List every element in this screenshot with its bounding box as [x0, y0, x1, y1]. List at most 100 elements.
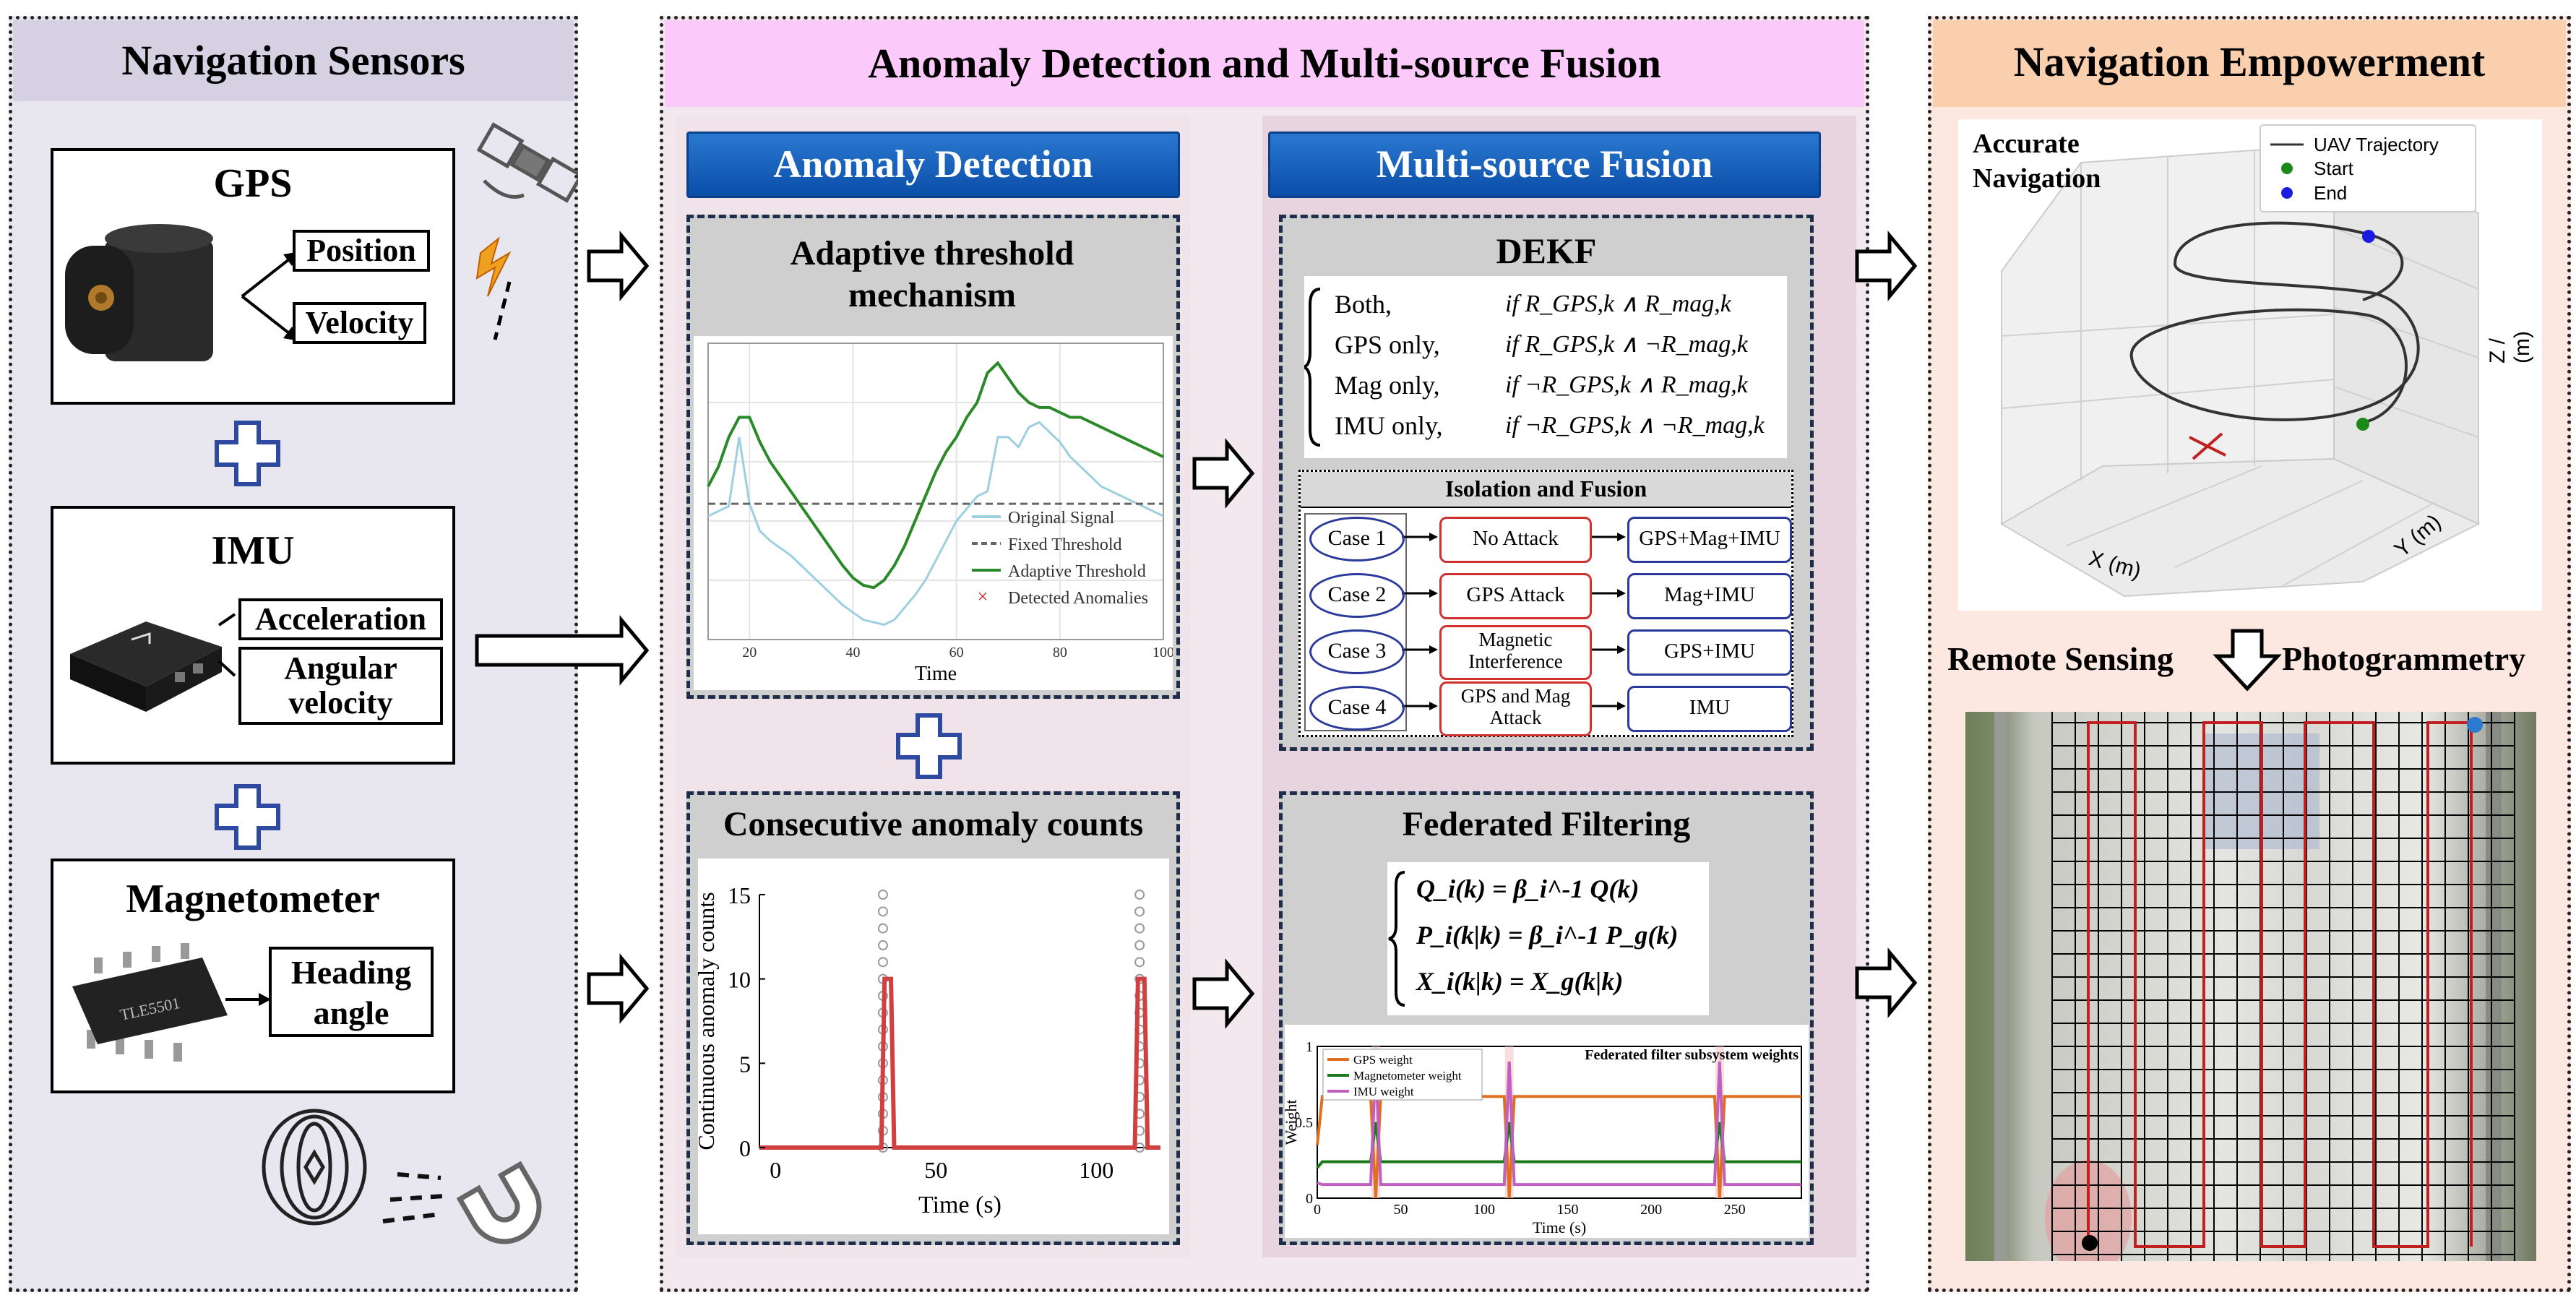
- aerial-photogrammetry-map: [1965, 712, 2536, 1261]
- isolation-fusion-box: Isolation and Fusion Case 1 No Attack GP…: [1298, 470, 1793, 737]
- stem-marker: [1134, 923, 1145, 934]
- gps-velocity-label: Velocity: [293, 302, 426, 344]
- stem-marker: [877, 906, 888, 917]
- chart-title: Federated filter subsystem weights: [1585, 1047, 1799, 1063]
- x-tick-label: 50: [924, 1157, 947, 1183]
- x-axis-title: Time: [915, 663, 957, 685]
- magnetometer-title: Magnetometer: [126, 877, 380, 921]
- federated-weights-chart: Federated filter subsystem weights GPS we…: [1282, 1025, 1809, 1238]
- federated-equations: Q_i(k) = β_i^-1 Q(k) P_i(k|k) = β_i^-1 P…: [1387, 862, 1709, 1015]
- x-tick-label: 0: [770, 1157, 781, 1183]
- plot-frame: [707, 343, 1164, 640]
- x-tick-label: 20: [742, 645, 757, 661]
- imu-angular-velocity-label: Angular velocity: [238, 647, 443, 725]
- flow-arrow: [587, 953, 650, 1024]
- x-tick-label: 150: [1557, 1202, 1579, 1218]
- imu-title: IMU: [211, 528, 295, 573]
- dekf-case-label: GPS only,: [1335, 330, 1440, 359]
- magnetic-field-icon: [262, 1109, 367, 1226]
- stem-marker: [1134, 940, 1145, 950]
- trajectory-legend-item: Start: [2314, 158, 2353, 179]
- y-tick-label: 10: [728, 967, 751, 993]
- imu-acceleration-label: Acceleration: [238, 598, 443, 640]
- flow-arrow: [1855, 947, 1918, 1018]
- dekf-case-label: Both,: [1335, 290, 1392, 319]
- federated-eq: Q_i(k) = β_i^-1 Q(k): [1416, 874, 1640, 903]
- attack-box: GPS and Mag Attack: [1439, 681, 1592, 736]
- plus-icon: [896, 713, 962, 779]
- flow-arrow: [1192, 958, 1255, 1029]
- legend-label: Adaptive Threshold: [1008, 562, 1146, 581]
- legend-label: Magnetometer weight: [1353, 1069, 1462, 1083]
- y-tick-label: 15: [728, 882, 751, 908]
- flow-arrow: [1192, 438, 1255, 509]
- z-axis-label: Z / (m): [2486, 331, 2534, 363]
- y-tick-label: 1: [1306, 1039, 1313, 1055]
- heading-angle-label: Heading angle: [269, 947, 434, 1037]
- stem-marker: [877, 957, 888, 968]
- legend-box: [1322, 1049, 1483, 1101]
- isolation-fusion-title: Isolation and Fusion: [1301, 472, 1791, 508]
- attack-box: GPS Attack: [1439, 573, 1592, 619]
- series-anomaly-count: [759, 976, 1160, 1150]
- trajectory-legend-item: End: [2314, 182, 2348, 204]
- stem-marker: [877, 940, 888, 950]
- sources-box: Mag+IMU: [1627, 573, 1792, 619]
- x-tick-label: 100: [1473, 1202, 1495, 1218]
- gps-position-label: Position: [293, 230, 430, 272]
- stem-marker: [877, 890, 888, 900]
- dekf-title: DEKF: [1496, 231, 1597, 271]
- dekf-case-label: Mag only,: [1335, 371, 1440, 400]
- multi-source-fusion-header: Multi-source Fusion: [1268, 132, 1821, 198]
- dekf-case-cond: if R_GPS,k ∧ ¬R_mag,k: [1505, 331, 1748, 358]
- consecutive-anomaly-chart: 0 5 10 15 0 50 100 Time (s) Continuous anomaly c…: [693, 859, 1169, 1234]
- flow-arrow: [475, 615, 650, 686]
- y-tick-label: 5: [739, 1051, 751, 1077]
- case-oval: Case 1: [1309, 517, 1405, 562]
- series-original-signal: [707, 421, 1164, 627]
- attack-box: Magnetic Interference: [1439, 625, 1592, 680]
- series-adaptive-threshold: [707, 361, 1164, 590]
- legend-label: GPS weight: [1353, 1053, 1413, 1067]
- x-tick-label: 100: [1153, 645, 1173, 661]
- imu-device-image: [70, 621, 222, 712]
- federated-eq: X_i(k|k) = X_g(k|k): [1416, 967, 1624, 996]
- legend-label: Original Signal: [1008, 509, 1115, 528]
- legend-label: Detected Anomalies: [1008, 589, 1148, 608]
- sources-box: IMU: [1627, 686, 1792, 732]
- legend-marker: ×: [978, 586, 988, 607]
- case-oval: Case 3: [1309, 629, 1405, 674]
- series-magnetometer-weight: [1316, 1122, 1801, 1169]
- federated-eq: P_i(k|k) = β_i^-1 P_g(k): [1416, 921, 1679, 950]
- y-axis-title: Weight: [1285, 1100, 1300, 1145]
- accurate-navigation-label: Accurate Navigation: [1973, 129, 2101, 194]
- y-tick-label: 0: [1306, 1191, 1313, 1207]
- x-tick-label: 40: [845, 645, 860, 661]
- dekf-case-cond: if ¬R_GPS,k ∧ R_mag,k: [1505, 371, 1748, 398]
- dekf-case-label: IMU only,: [1335, 411, 1443, 440]
- magnetometer-chip-image: TLE5501: [72, 943, 228, 1062]
- trajectory-legend-item: UAV Trajectory: [2314, 134, 2439, 155]
- dekf-case-cond: if R_GPS,k ∧ R_mag,k: [1505, 291, 1731, 317]
- gps-title: GPS: [213, 161, 293, 206]
- stem-marker: [1134, 906, 1145, 917]
- x-tick-label: 0: [1314, 1202, 1321, 1218]
- x-axis-title: Time (s): [918, 1192, 1001, 1218]
- case-oval: Case 2: [1309, 573, 1405, 618]
- stem-marker: [1134, 890, 1145, 900]
- anomaly-fusion-title: Anomaly Detection and Multi-source Fusio…: [665, 20, 1864, 107]
- sources-box: GPS+Mag+IMU: [1627, 517, 1792, 563]
- trajectory-3d-plot: Accurate Navigation UAV Trajectory Start…: [1958, 119, 2542, 611]
- magnetometer-arrow: [225, 993, 271, 1006]
- y-axis-title: Continuous anomaly counts: [698, 892, 719, 1150]
- dekf-equation: Both, if R_GPS,k ∧ R_mag,k GPS only, if …: [1304, 276, 1787, 458]
- adaptive-threshold-title: Adaptive threshold mechanism: [790, 234, 1074, 314]
- plus-icon: [215, 784, 280, 850]
- sources-box: GPS+IMU: [1627, 629, 1792, 676]
- flow-arrow: [1855, 231, 1918, 301]
- photogrammetry-label: Photogrammetry: [2282, 640, 2526, 677]
- navigation-sensors-title: Navigation Sensors: [13, 20, 574, 101]
- y-tick-label: 0: [739, 1135, 751, 1161]
- plus-icon: [215, 421, 280, 486]
- legend-label: IMU weight: [1353, 1085, 1414, 1098]
